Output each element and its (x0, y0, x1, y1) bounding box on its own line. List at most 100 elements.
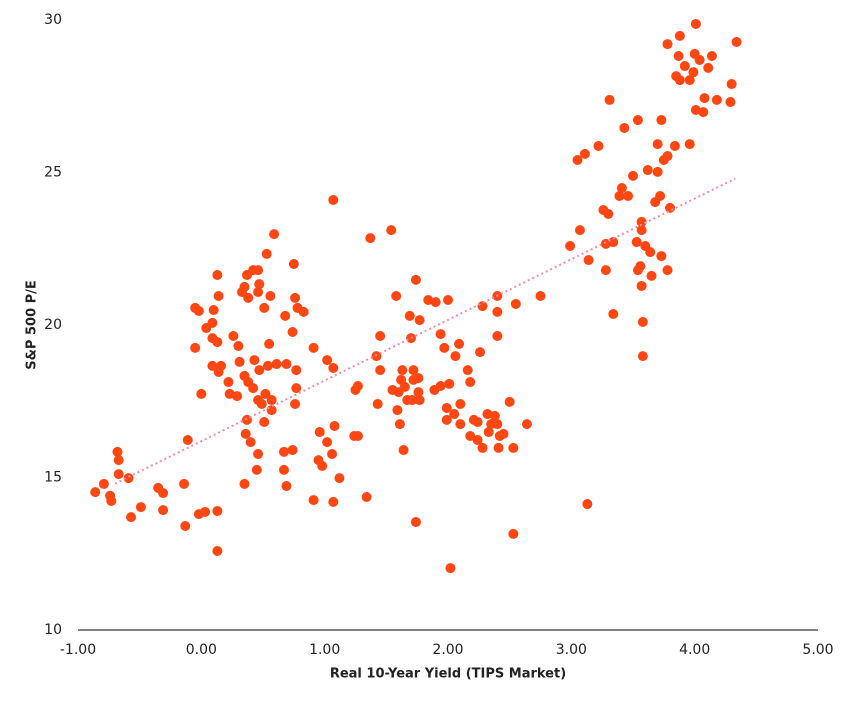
point (248, 383, 259, 394)
point (179, 478, 190, 489)
point (193, 305, 204, 316)
point (265, 291, 276, 302)
x-axis-title: Real 10-Year Yield (TIPS Market) (330, 667, 566, 682)
point (619, 122, 630, 133)
point (212, 337, 223, 348)
point (521, 419, 532, 430)
point (264, 338, 275, 349)
point (510, 298, 521, 309)
point (253, 287, 264, 298)
point (266, 405, 277, 416)
point (254, 365, 265, 376)
point (398, 445, 409, 456)
point (317, 460, 328, 471)
point (233, 341, 244, 352)
point (90, 487, 101, 498)
point (271, 359, 282, 370)
point (684, 75, 695, 86)
point (126, 512, 137, 523)
point (690, 18, 701, 29)
point (98, 478, 109, 489)
point (208, 305, 219, 316)
point (455, 419, 466, 430)
point (445, 563, 456, 574)
point (410, 517, 421, 528)
point (182, 434, 193, 445)
point (287, 327, 298, 338)
point (662, 265, 673, 276)
point (636, 280, 647, 291)
point (223, 377, 234, 388)
point (441, 402, 452, 413)
point (256, 398, 267, 409)
point (280, 310, 291, 321)
point (655, 190, 666, 201)
point (392, 405, 403, 416)
point (196, 388, 207, 399)
y-tick-label: 20 (44, 317, 62, 333)
point (652, 166, 663, 177)
point (113, 455, 124, 466)
point (407, 395, 418, 406)
point (245, 437, 256, 448)
point (637, 351, 648, 362)
point (582, 499, 593, 510)
point (239, 478, 250, 489)
point (593, 140, 604, 151)
point (180, 520, 191, 531)
point (112, 446, 123, 457)
point (616, 183, 627, 194)
point (253, 265, 264, 276)
point (600, 265, 611, 276)
point (465, 431, 476, 442)
point (213, 291, 224, 302)
point (113, 469, 124, 480)
point (234, 356, 245, 367)
point (656, 251, 667, 262)
point (623, 190, 634, 201)
trendline (114, 177, 736, 485)
point (328, 496, 339, 507)
point (391, 291, 402, 302)
point (228, 330, 239, 341)
point (637, 316, 648, 327)
point (240, 428, 251, 439)
point (327, 449, 338, 460)
point (254, 279, 265, 290)
point (572, 154, 583, 165)
point (435, 329, 446, 340)
point (314, 427, 325, 438)
point (674, 75, 685, 86)
point (352, 431, 363, 442)
point (703, 62, 714, 73)
point (632, 115, 643, 126)
point (628, 170, 638, 181)
point (260, 388, 271, 399)
point (410, 274, 421, 285)
point (662, 39, 673, 50)
point (241, 414, 252, 425)
point (334, 473, 345, 484)
point (262, 360, 273, 371)
point (492, 330, 503, 341)
point (308, 342, 319, 353)
point (646, 270, 657, 281)
point (492, 419, 503, 430)
point (243, 292, 254, 303)
point (725, 97, 736, 108)
point (158, 505, 169, 516)
x-tick-label: -1.00 (60, 642, 96, 658)
point (449, 409, 460, 420)
point (642, 165, 653, 176)
point (328, 363, 339, 374)
y-axis-title: S&P 500 P/E (25, 280, 40, 370)
point (290, 292, 301, 303)
point (259, 416, 270, 427)
point (439, 342, 450, 353)
point (322, 437, 333, 448)
point (669, 140, 680, 151)
point (699, 93, 710, 104)
point (465, 377, 476, 388)
